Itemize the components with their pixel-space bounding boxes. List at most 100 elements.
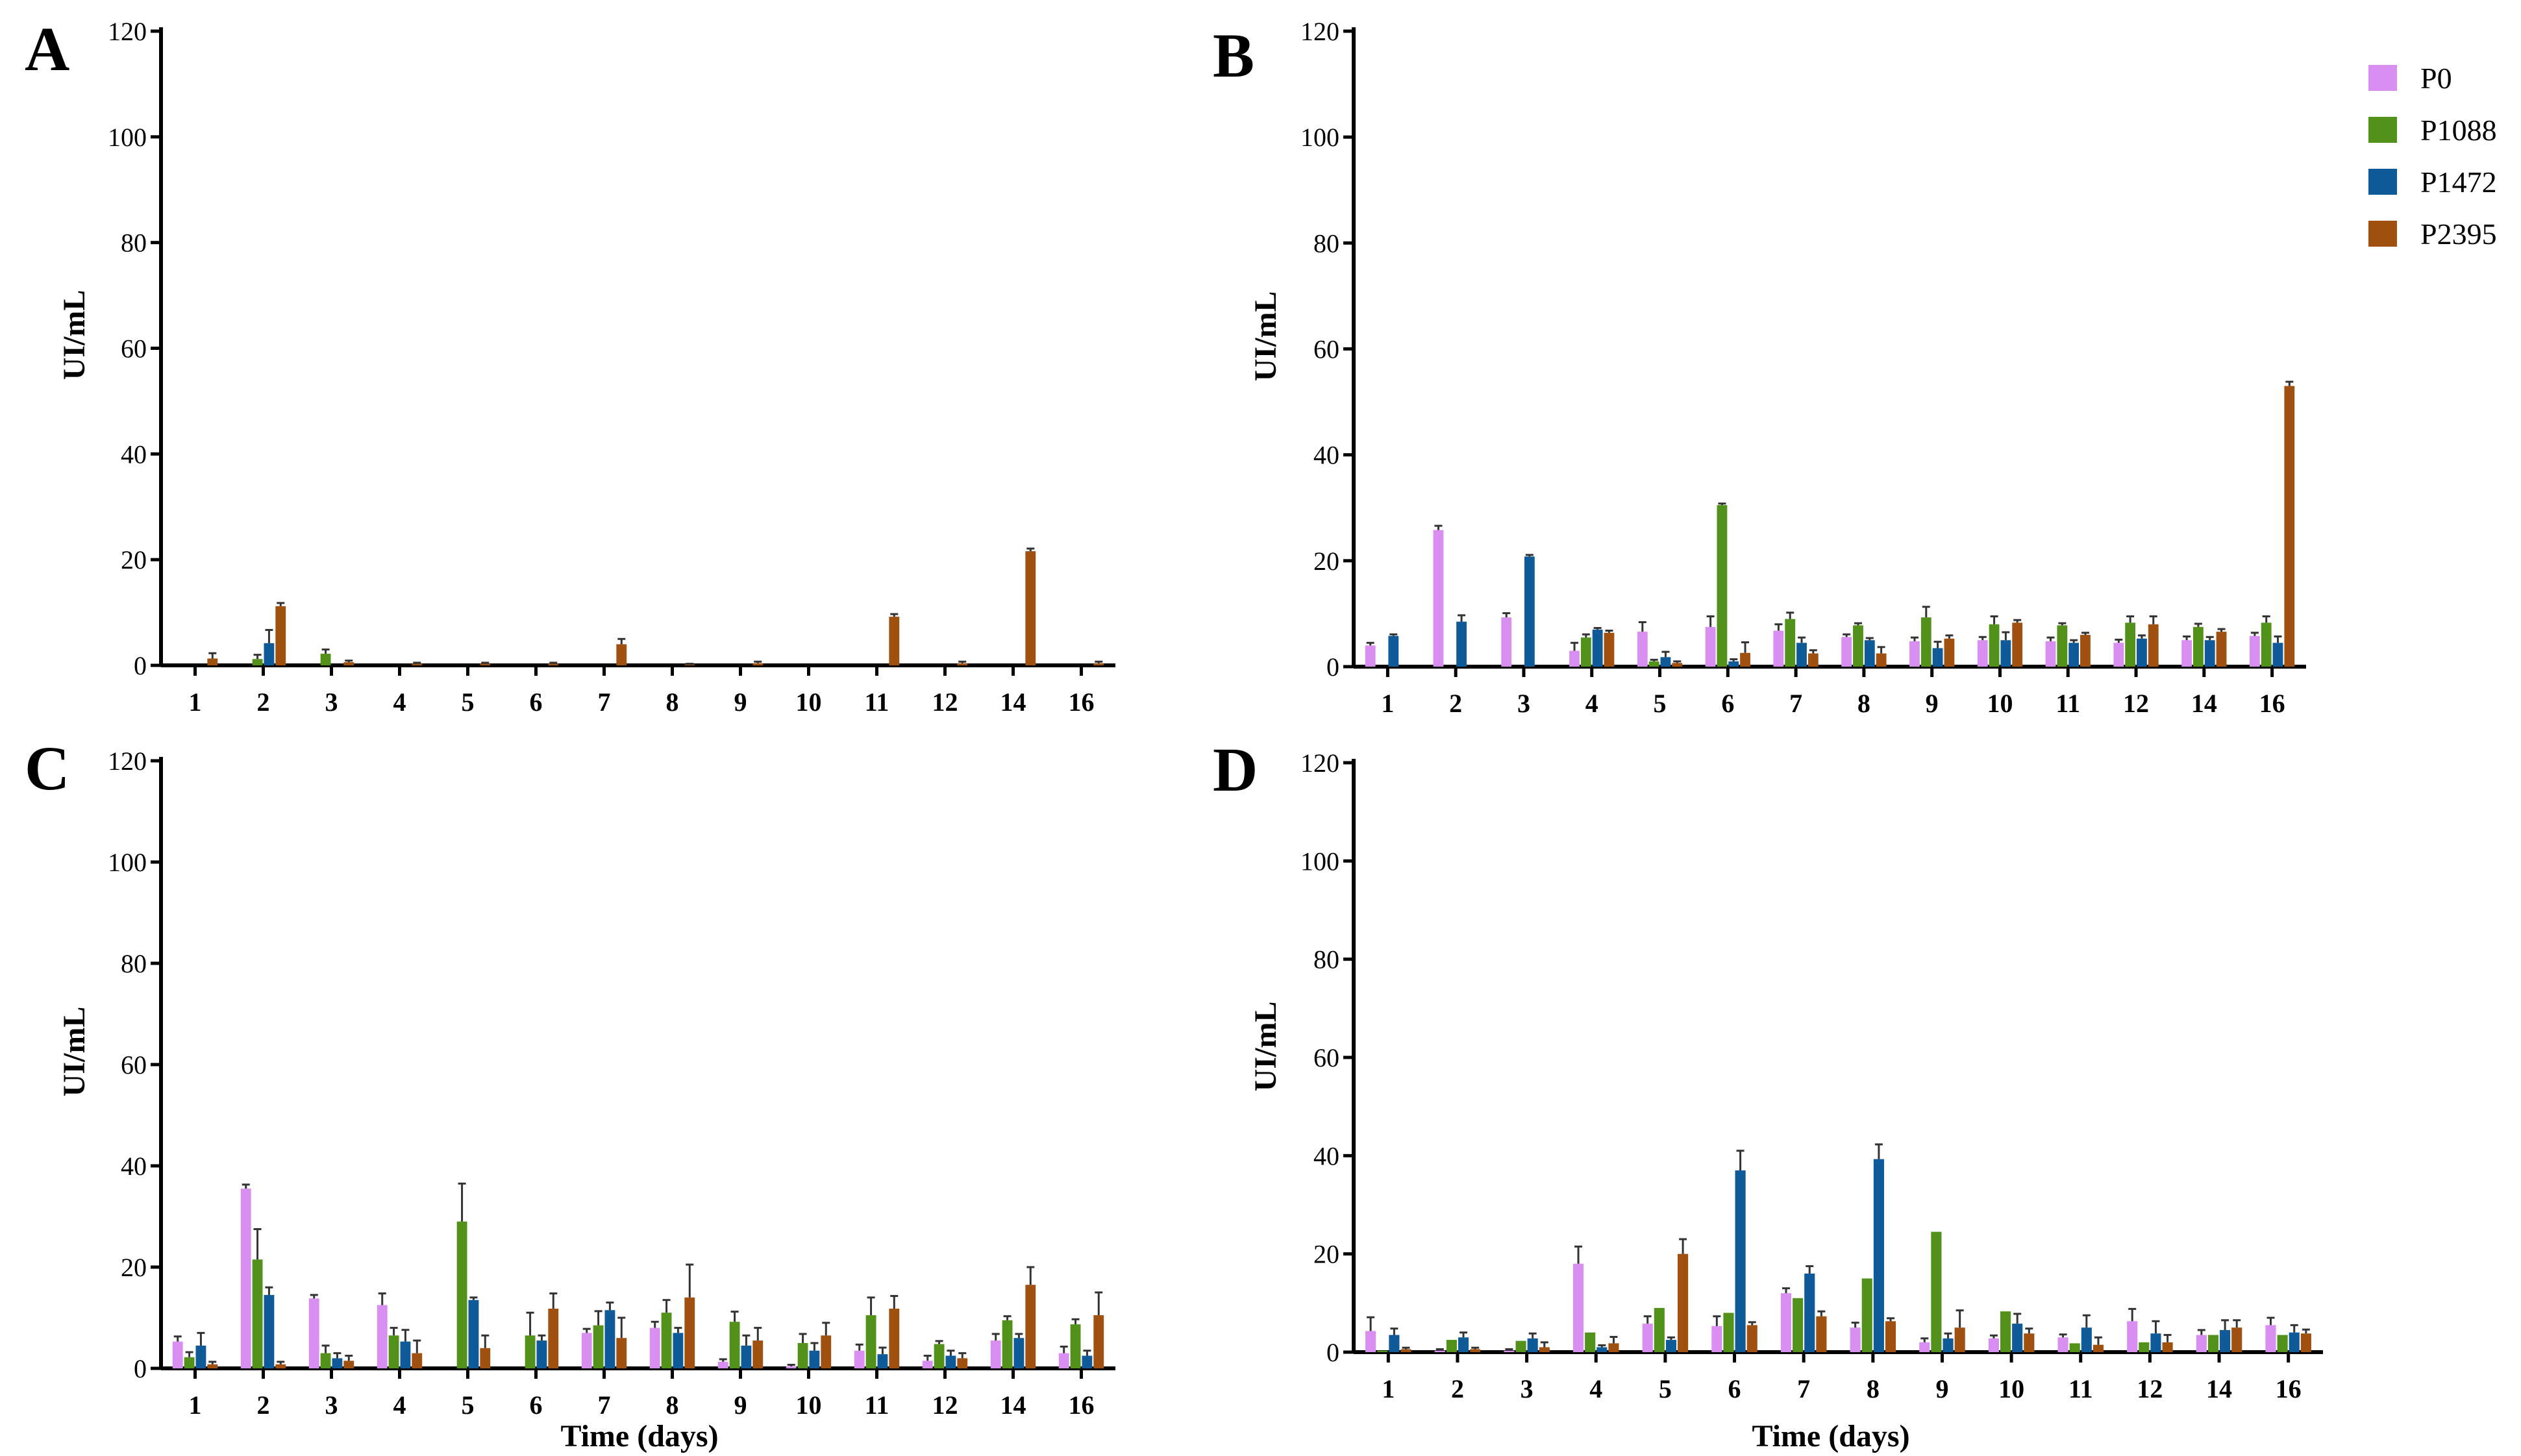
panel-b-bar-p1472 <box>1660 657 1671 667</box>
panel-b-x-tick-label: 2 <box>1449 689 1462 718</box>
panel-b-bar-p1088 <box>1989 624 2000 667</box>
panel-d-bar-p1472 <box>2081 1327 2092 1352</box>
panel-c-bar-p1088 <box>456 1221 467 1368</box>
panel-a-bar-p2395 <box>275 606 286 665</box>
panel-a-x-tick-label: 5 <box>462 687 475 717</box>
panel-c-x-tick-label: 3 <box>325 1390 338 1420</box>
panel-d-bar-p1088 <box>1931 1231 1942 1352</box>
panel-d-bar-p2395 <box>2300 1333 2311 1352</box>
panel-a-bar-p2395 <box>207 658 218 665</box>
panel-b-bar-p1088 <box>2261 623 2272 667</box>
panel-d-y-tick-label: 0 <box>1326 1338 1339 1367</box>
panel-c-bar-p0 <box>1058 1353 1069 1368</box>
panel-c-bar-p2395 <box>821 1335 832 1368</box>
panel-b-bar-p2395 <box>2284 386 2295 667</box>
panel-c-bar-p1088 <box>252 1259 263 1368</box>
panel-b-bar-p2395 <box>1604 632 1615 667</box>
panel-c-x-tick-label: 10 <box>796 1390 822 1420</box>
panel-b-x-tick-label: 6 <box>1721 689 1734 718</box>
panel-d-bar-p1472 <box>2289 1332 2300 1352</box>
panel-a-y-tick-label: 20 <box>121 545 147 574</box>
panel-c-bar-p0 <box>717 1361 728 1368</box>
panel-b-bar-p1472 <box>1456 621 1467 667</box>
panel-b-bar-p2395 <box>1944 638 1955 667</box>
panel-a-bar-p2395 <box>616 644 627 665</box>
panel-c-bar-p0 <box>922 1361 933 1368</box>
legend-label-p1472: P1472 <box>2420 166 2497 199</box>
panel-d-x-tick-label: 5 <box>1659 1374 1672 1403</box>
panel-d-bar-p2395 <box>1885 1321 1896 1352</box>
panel-b-y-axis-label: UI/mL <box>1248 291 1283 382</box>
panel-c-bar-p1472 <box>1082 1355 1093 1368</box>
panel-d-x-tick-label: 2 <box>1451 1374 1464 1403</box>
panel-d-bar-p2395 <box>1608 1343 1619 1352</box>
panel-d-bar-p1088 <box>2069 1343 2080 1352</box>
panel-b-x-tick-label: 12 <box>2123 689 2149 718</box>
panel-b-bar-p1472 <box>2000 640 2011 667</box>
panel-b-x-tick-label: 3 <box>1517 689 1530 718</box>
panel-d-bar-p2395 <box>1400 1349 1411 1352</box>
panel-d-bar-p1472 <box>1804 1273 1815 1352</box>
panel-b-bar-p1472 <box>1524 556 1535 667</box>
panel-d-bar-p2395 <box>1816 1316 1827 1352</box>
panel-d-x-tick-label: 16 <box>2276 1374 2302 1403</box>
panel-d-bar-p0 <box>1365 1331 1376 1352</box>
panel-d-bar-p0 <box>1434 1350 1445 1352</box>
panel-c-bar-p1088 <box>865 1315 876 1368</box>
panel-b-bar-p2395 <box>2216 632 2227 667</box>
panel-c-bar-p0 <box>649 1327 660 1368</box>
panel-a-bar-p2395 <box>889 617 900 665</box>
panel-c-bar-p0 <box>854 1350 865 1368</box>
panel-d-bar-p2395 <box>1746 1325 1757 1352</box>
panel-d-bar-p1088 <box>1377 1350 1388 1352</box>
panel-c-bar-p2395 <box>684 1297 695 1368</box>
panel-c-bar-p1472 <box>877 1354 888 1368</box>
panel-c-bar-p2395 <box>480 1348 491 1368</box>
panel-c-bar-p0 <box>990 1340 1001 1368</box>
panel-b-bar-p1472 <box>2272 643 2283 667</box>
panel-d-bar-p0 <box>2057 1337 2068 1352</box>
panel-b-x-tick-label: 5 <box>1654 689 1667 718</box>
panel-b-bar-p0 <box>2045 641 2056 667</box>
panel-b-bar-p1088 <box>1717 505 1728 667</box>
panel-c-x-tick-label: 2 <box>257 1390 270 1420</box>
panel-b-bar-p2395 <box>1672 663 1683 667</box>
panel-c-bar-p1088 <box>1002 1320 1013 1368</box>
panel-a-bar-p1472 <box>264 643 275 665</box>
panel-b-x-tick-label: 14 <box>2191 689 2217 718</box>
legend-swatch-p1472 <box>2368 169 2397 195</box>
panel-b-bar-p0 <box>1433 530 1444 667</box>
panel-b-x-tick-label: 10 <box>1987 689 2013 718</box>
panel-a-x-tick-label: 12 <box>932 687 958 717</box>
panel-c-bar-p1088 <box>320 1353 331 1368</box>
panel-d-y-tick-label: 40 <box>1313 1141 1339 1170</box>
panel-c-bar-p1472 <box>400 1341 411 1368</box>
panel-d-bar-p1088 <box>2000 1311 2011 1352</box>
panel-a-bar-p2395 <box>412 663 423 665</box>
panel-c-x-tick-label: 8 <box>666 1390 679 1420</box>
panel-b-bar-p1472 <box>2204 640 2215 667</box>
panel-d-bar-p2395 <box>2231 1327 2242 1352</box>
panel-c-bar-p2395 <box>1025 1285 1036 1368</box>
panel-d-bar-p2395 <box>1539 1347 1550 1352</box>
panel-b-y-tick-label: 40 <box>1313 441 1339 470</box>
panel-a-x-tick-label: 6 <box>530 687 543 717</box>
panel-a-x-tick-label: 9 <box>734 687 747 717</box>
panel-d-bar-p1088 <box>1515 1340 1526 1352</box>
panel-d-bar-p1472 <box>1527 1338 1538 1352</box>
panel-d-x-axis-label: Time (days) <box>1752 1419 1909 1453</box>
panel-d-bar-p1472 <box>2220 1329 2231 1352</box>
panel-a-x-tick-label: 10 <box>796 687 822 717</box>
panel-d-x-tick-label: 11 <box>2068 1374 2093 1403</box>
panel-c-bar-p2395 <box>957 1358 968 1368</box>
panel-c-y-tick-label: 80 <box>121 949 147 978</box>
panel-d-bar-p0 <box>1988 1338 1999 1352</box>
panel-b-y-tick-label: 100 <box>1300 123 1339 152</box>
panel-d-x-tick-label: 6 <box>1728 1374 1741 1403</box>
panel-a-y-tick-label: 100 <box>108 123 147 152</box>
panel-a-bar-p1088 <box>252 659 263 665</box>
panel-b-y-tick-label: 80 <box>1313 228 1339 258</box>
panel-c-x-tick-label: 4 <box>393 1390 406 1420</box>
